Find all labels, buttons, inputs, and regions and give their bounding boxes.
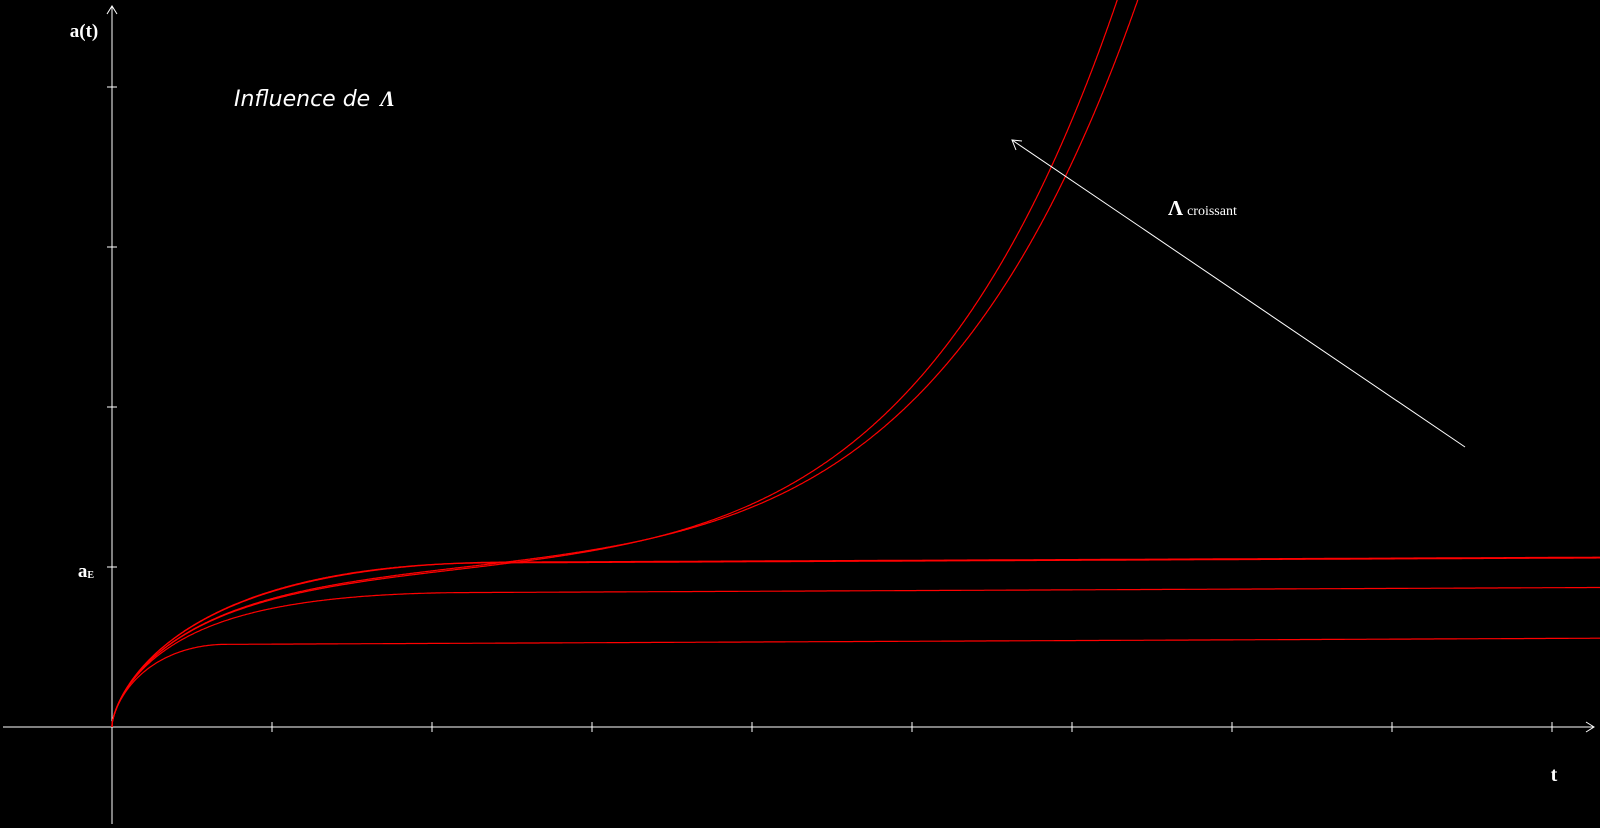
lambda-annotation-symbol: Λ <box>1168 196 1183 220</box>
curve-4 <box>111 0 1118 728</box>
y-axis-label: a(t) <box>70 21 98 42</box>
x-axis-ticks <box>271 722 1553 732</box>
curve-3 <box>111 0 1139 728</box>
lambda-increase-arrow <box>1011 139 1466 448</box>
lambda-increase-arrowhead <box>1011 139 1023 151</box>
x-axis-arrowhead <box>1585 721 1595 733</box>
y-axis-ticks <box>107 86 117 568</box>
ae-label-subscript: E <box>87 570 94 581</box>
curve-6 <box>111 637 1600 728</box>
curve-1 <box>111 557 1600 728</box>
ae-label-main: a <box>78 561 88 582</box>
y-axis-arrowhead <box>106 5 118 15</box>
chart-title-lambda: Λ <box>378 86 395 111</box>
chart-title: Influence de Λ <box>234 86 395 112</box>
ae-label: aE <box>78 561 95 582</box>
curve-2 <box>111 556 1600 728</box>
chart-title-text: Influence de <box>234 87 370 112</box>
curve-5 <box>111 586 1600 728</box>
x-axis-label: t <box>1551 764 1558 786</box>
lambda-annotation-text: croissant <box>1187 204 1237 219</box>
curve-group <box>111 0 1600 728</box>
